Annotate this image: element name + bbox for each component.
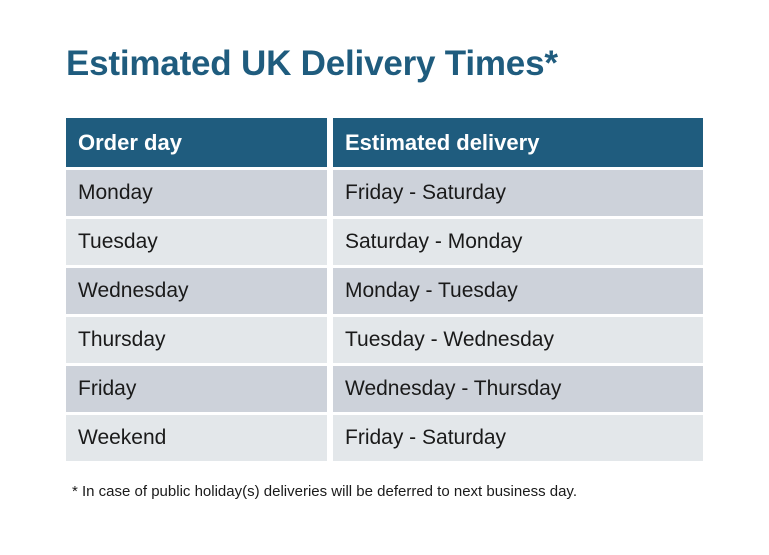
table-row: Weekend Friday - Saturday	[66, 415, 703, 461]
delivery-times-table: Order day Estimated delivery Monday Frid…	[66, 118, 703, 461]
table-row: Wednesday Monday - Tuesday	[66, 268, 703, 314]
column-header-estimated-delivery: Estimated delivery	[333, 118, 703, 167]
page-title: Estimated UK Delivery Times*	[66, 44, 558, 83]
cell-estimated-delivery: Monday - Tuesday	[333, 268, 703, 314]
table-row: Tuesday Saturday - Monday	[66, 219, 703, 265]
cell-order-day: Thursday	[66, 317, 327, 363]
cell-estimated-delivery: Friday - Saturday	[333, 415, 703, 461]
cell-estimated-delivery: Friday - Saturday	[333, 170, 703, 216]
cell-order-day: Monday	[66, 170, 327, 216]
footnote-text: * In case of public holiday(s) deliverie…	[72, 483, 577, 500]
cell-order-day: Weekend	[66, 415, 327, 461]
cell-estimated-delivery: Saturday - Monday	[333, 219, 703, 265]
cell-estimated-delivery: Wednesday - Thursday	[333, 366, 703, 412]
table-row: Friday Wednesday - Thursday	[66, 366, 703, 412]
table-row: Thursday Tuesday - Wednesday	[66, 317, 703, 363]
cell-order-day: Wednesday	[66, 268, 327, 314]
cell-estimated-delivery: Tuesday - Wednesday	[333, 317, 703, 363]
table-row: Monday Friday - Saturday	[66, 170, 703, 216]
table-header-row: Order day Estimated delivery	[66, 118, 703, 167]
column-header-order-day: Order day	[66, 118, 327, 167]
cell-order-day: Tuesday	[66, 219, 327, 265]
cell-order-day: Friday	[66, 366, 327, 412]
